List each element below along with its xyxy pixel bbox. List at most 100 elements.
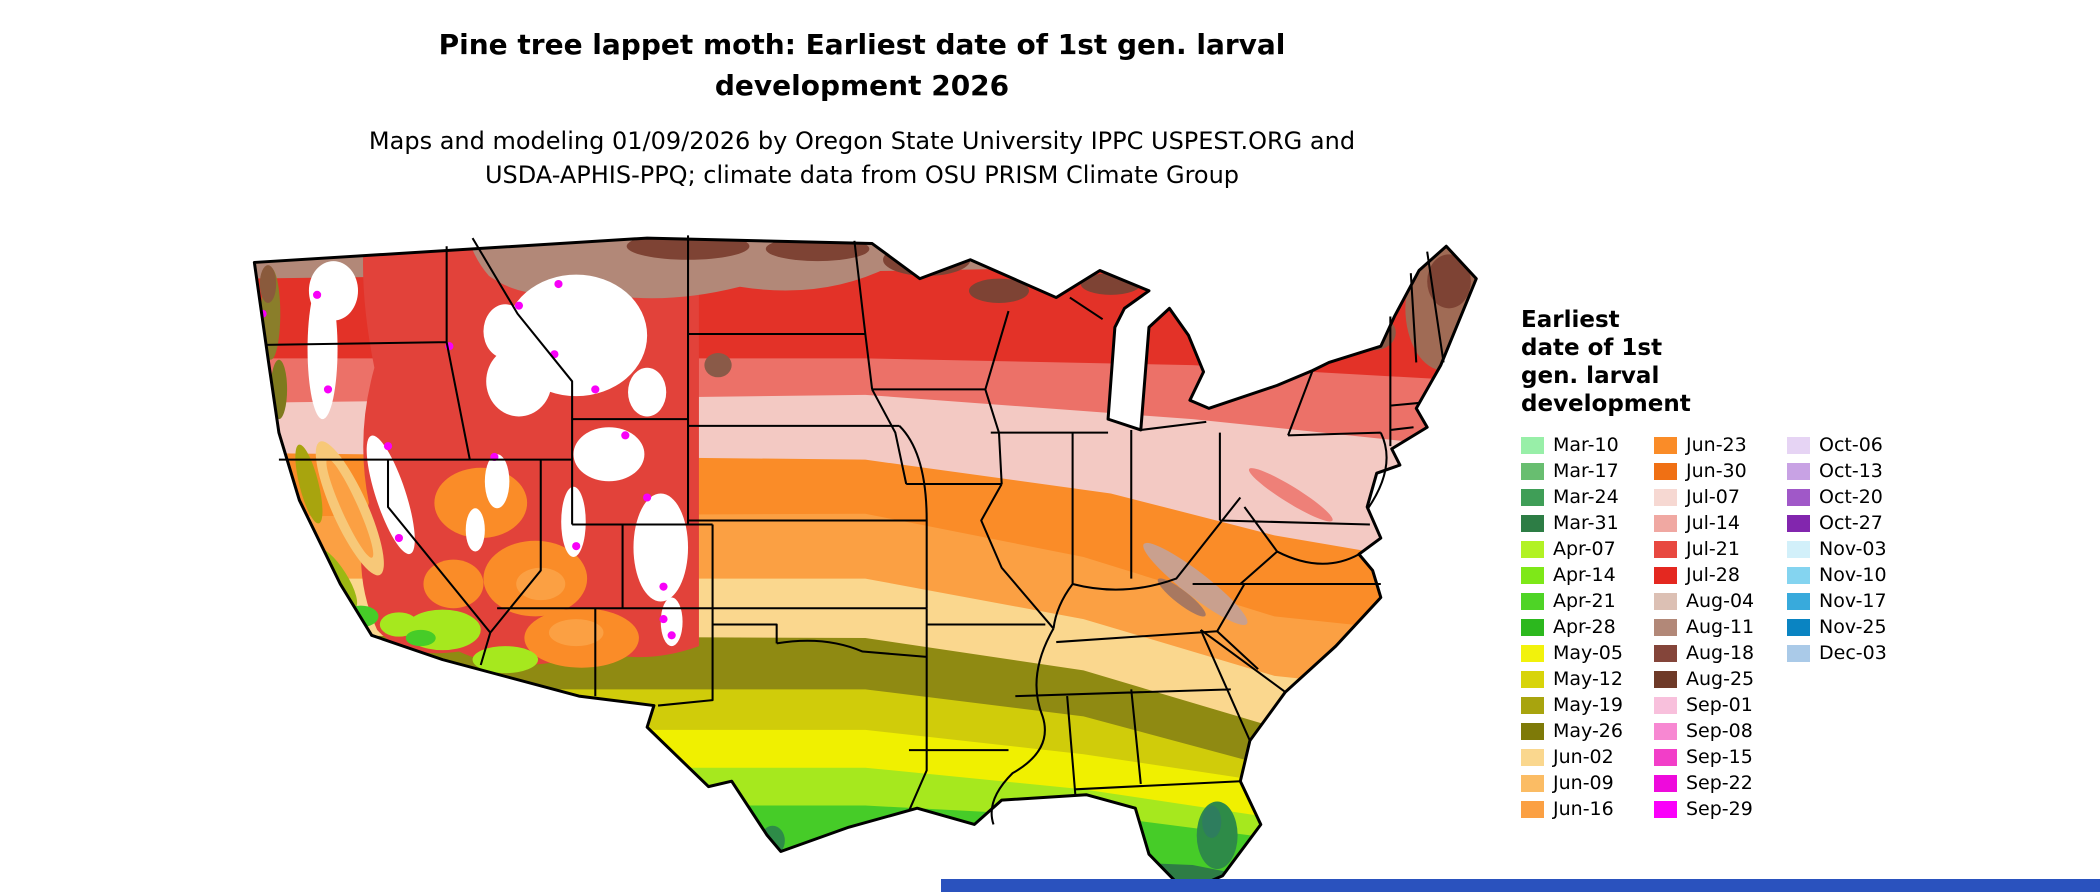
legend-label: Nov-17 xyxy=(1819,590,1887,612)
legend-swatch xyxy=(1787,462,1810,480)
legend-entry: Aug-04 xyxy=(1654,588,1787,614)
legend-label: Mar-10 xyxy=(1553,434,1619,456)
legend-swatch xyxy=(1654,722,1677,740)
legend-swatch xyxy=(1654,670,1677,688)
legend-label: May-12 xyxy=(1553,668,1623,690)
legend-label: Jun-02 xyxy=(1553,746,1614,768)
legend-entry: Sep-08 xyxy=(1654,718,1787,744)
legend-columns: Mar-10 Mar-17 Mar-24 Mar-31 Apr-07 Apr-14 Apr-… xyxy=(1521,432,2091,822)
legend-swatch xyxy=(1654,488,1677,506)
legend-label: Aug-18 xyxy=(1686,642,1755,664)
legend-label: Sep-01 xyxy=(1686,694,1753,716)
legend-entry: Jun-30 xyxy=(1654,458,1787,484)
legend-swatch xyxy=(1521,436,1544,454)
legend-entry: Sep-01 xyxy=(1654,692,1787,718)
legend-entry: Apr-14 xyxy=(1521,562,1654,588)
legend-entry: Apr-07 xyxy=(1521,536,1654,562)
legend-label: Nov-25 xyxy=(1819,616,1887,638)
legend-entry: Aug-25 xyxy=(1654,666,1787,692)
legend-label: Sep-08 xyxy=(1686,720,1753,742)
map-outline xyxy=(252,236,1478,892)
legend-label: Oct-13 xyxy=(1819,460,1883,482)
legend-label: Oct-20 xyxy=(1819,486,1883,508)
legend-entry: Jul-07 xyxy=(1654,484,1787,510)
legend-entry: Jun-16 xyxy=(1521,796,1654,822)
legend-swatch xyxy=(1654,592,1677,610)
legend-swatch xyxy=(1787,514,1810,532)
page-subtitle: Maps and modeling 01/09/2026 by Oregon S… xyxy=(262,124,1462,192)
legend-swatch xyxy=(1521,774,1544,792)
legend-swatch xyxy=(1521,800,1544,818)
legend-entry: Jun-09 xyxy=(1521,770,1654,796)
legend-entry: Nov-17 xyxy=(1787,588,1887,614)
legend-swatch xyxy=(1787,436,1810,454)
legend-label: Mar-31 xyxy=(1553,512,1619,534)
legend-title-line1: Earliest xyxy=(1521,307,1620,333)
legend-label: Jun-09 xyxy=(1553,772,1614,794)
legend-swatch xyxy=(1654,774,1677,792)
legend-column: Jun-23 Jun-30 Jul-07 Jul-14 Jul-21 Jul-28 Aug-… xyxy=(1654,432,1787,822)
legend-label: Apr-21 xyxy=(1553,590,1616,612)
legend-swatch xyxy=(1654,618,1677,636)
legend-label: Oct-06 xyxy=(1819,434,1883,456)
legend-swatch xyxy=(1654,462,1677,480)
legend-label: Jul-14 xyxy=(1686,512,1740,534)
legend-label: May-19 xyxy=(1553,694,1623,716)
us-map-svg xyxy=(252,235,1478,892)
legend-entry: Apr-28 xyxy=(1521,614,1654,640)
legend-swatch xyxy=(1521,592,1544,610)
legend-entry: Oct-13 xyxy=(1787,458,1887,484)
legend-entry: Nov-25 xyxy=(1787,614,1887,640)
legend-swatch xyxy=(1521,618,1544,636)
legend-entry: May-19 xyxy=(1521,692,1654,718)
legend-swatch xyxy=(1521,748,1544,766)
bottom-blue-bar xyxy=(941,879,2100,892)
legend-entry: May-26 xyxy=(1521,718,1654,744)
legend-entry: Oct-20 xyxy=(1787,484,1887,510)
legend-label: Jul-21 xyxy=(1686,538,1740,560)
legend-label: Sep-29 xyxy=(1686,798,1753,820)
legend-label: Aug-11 xyxy=(1686,616,1755,638)
legend-column: Mar-10 Mar-17 Mar-24 Mar-31 Apr-07 Apr-14 Apr-… xyxy=(1521,432,1654,822)
legend-label: Apr-14 xyxy=(1553,564,1616,586)
legend-label: Jun-16 xyxy=(1553,798,1614,820)
legend-label: Sep-15 xyxy=(1686,746,1753,768)
page-title-line1: Pine tree lappet moth: Earliest date of … xyxy=(438,28,1286,61)
legend-entry: Aug-18 xyxy=(1654,640,1787,666)
legend-title-line2: date of 1st xyxy=(1521,335,1663,361)
legend-label: Mar-24 xyxy=(1553,486,1619,508)
legend-label: Aug-25 xyxy=(1686,668,1755,690)
legend-swatch xyxy=(1521,566,1544,584)
legend-entry: Oct-06 xyxy=(1787,432,1887,458)
legend-entry: Jul-21 xyxy=(1654,536,1787,562)
legend-label: Jun-30 xyxy=(1686,460,1747,482)
legend-column: Oct-06 Oct-13 Oct-20 Oct-27 Nov-03 Nov-10 Nov-… xyxy=(1787,432,1887,666)
legend-swatch xyxy=(1654,748,1677,766)
legend-label: Mar-17 xyxy=(1553,460,1619,482)
legend-entry: Nov-03 xyxy=(1787,536,1887,562)
legend-swatch xyxy=(1654,540,1677,558)
legend-label: Jul-07 xyxy=(1686,486,1740,508)
legend-entry: May-12 xyxy=(1521,666,1654,692)
legend: Earliest date of 1st gen. larval develop… xyxy=(1521,306,2091,822)
legend-swatch xyxy=(1521,644,1544,662)
legend-label: May-26 xyxy=(1553,720,1623,742)
legend-swatch xyxy=(1654,566,1677,584)
map-state-borders xyxy=(265,235,1445,825)
legend-label: Sep-22 xyxy=(1686,772,1753,794)
legend-label: Apr-28 xyxy=(1553,616,1616,638)
page-title-line2: development 2026 xyxy=(714,69,1010,102)
legend-swatch xyxy=(1521,514,1544,532)
legend-label: Nov-10 xyxy=(1819,564,1887,586)
legend-entry: Nov-10 xyxy=(1787,562,1887,588)
legend-label: Jun-23 xyxy=(1686,434,1747,456)
legend-swatch xyxy=(1521,722,1544,740)
legend-swatch xyxy=(1787,488,1810,506)
legend-swatch xyxy=(1521,540,1544,558)
legend-entry: Dec-03 xyxy=(1787,640,1887,666)
legend-entry: Mar-17 xyxy=(1521,458,1654,484)
legend-swatch xyxy=(1787,592,1810,610)
legend-label: Dec-03 xyxy=(1819,642,1887,664)
legend-swatch xyxy=(1654,514,1677,532)
